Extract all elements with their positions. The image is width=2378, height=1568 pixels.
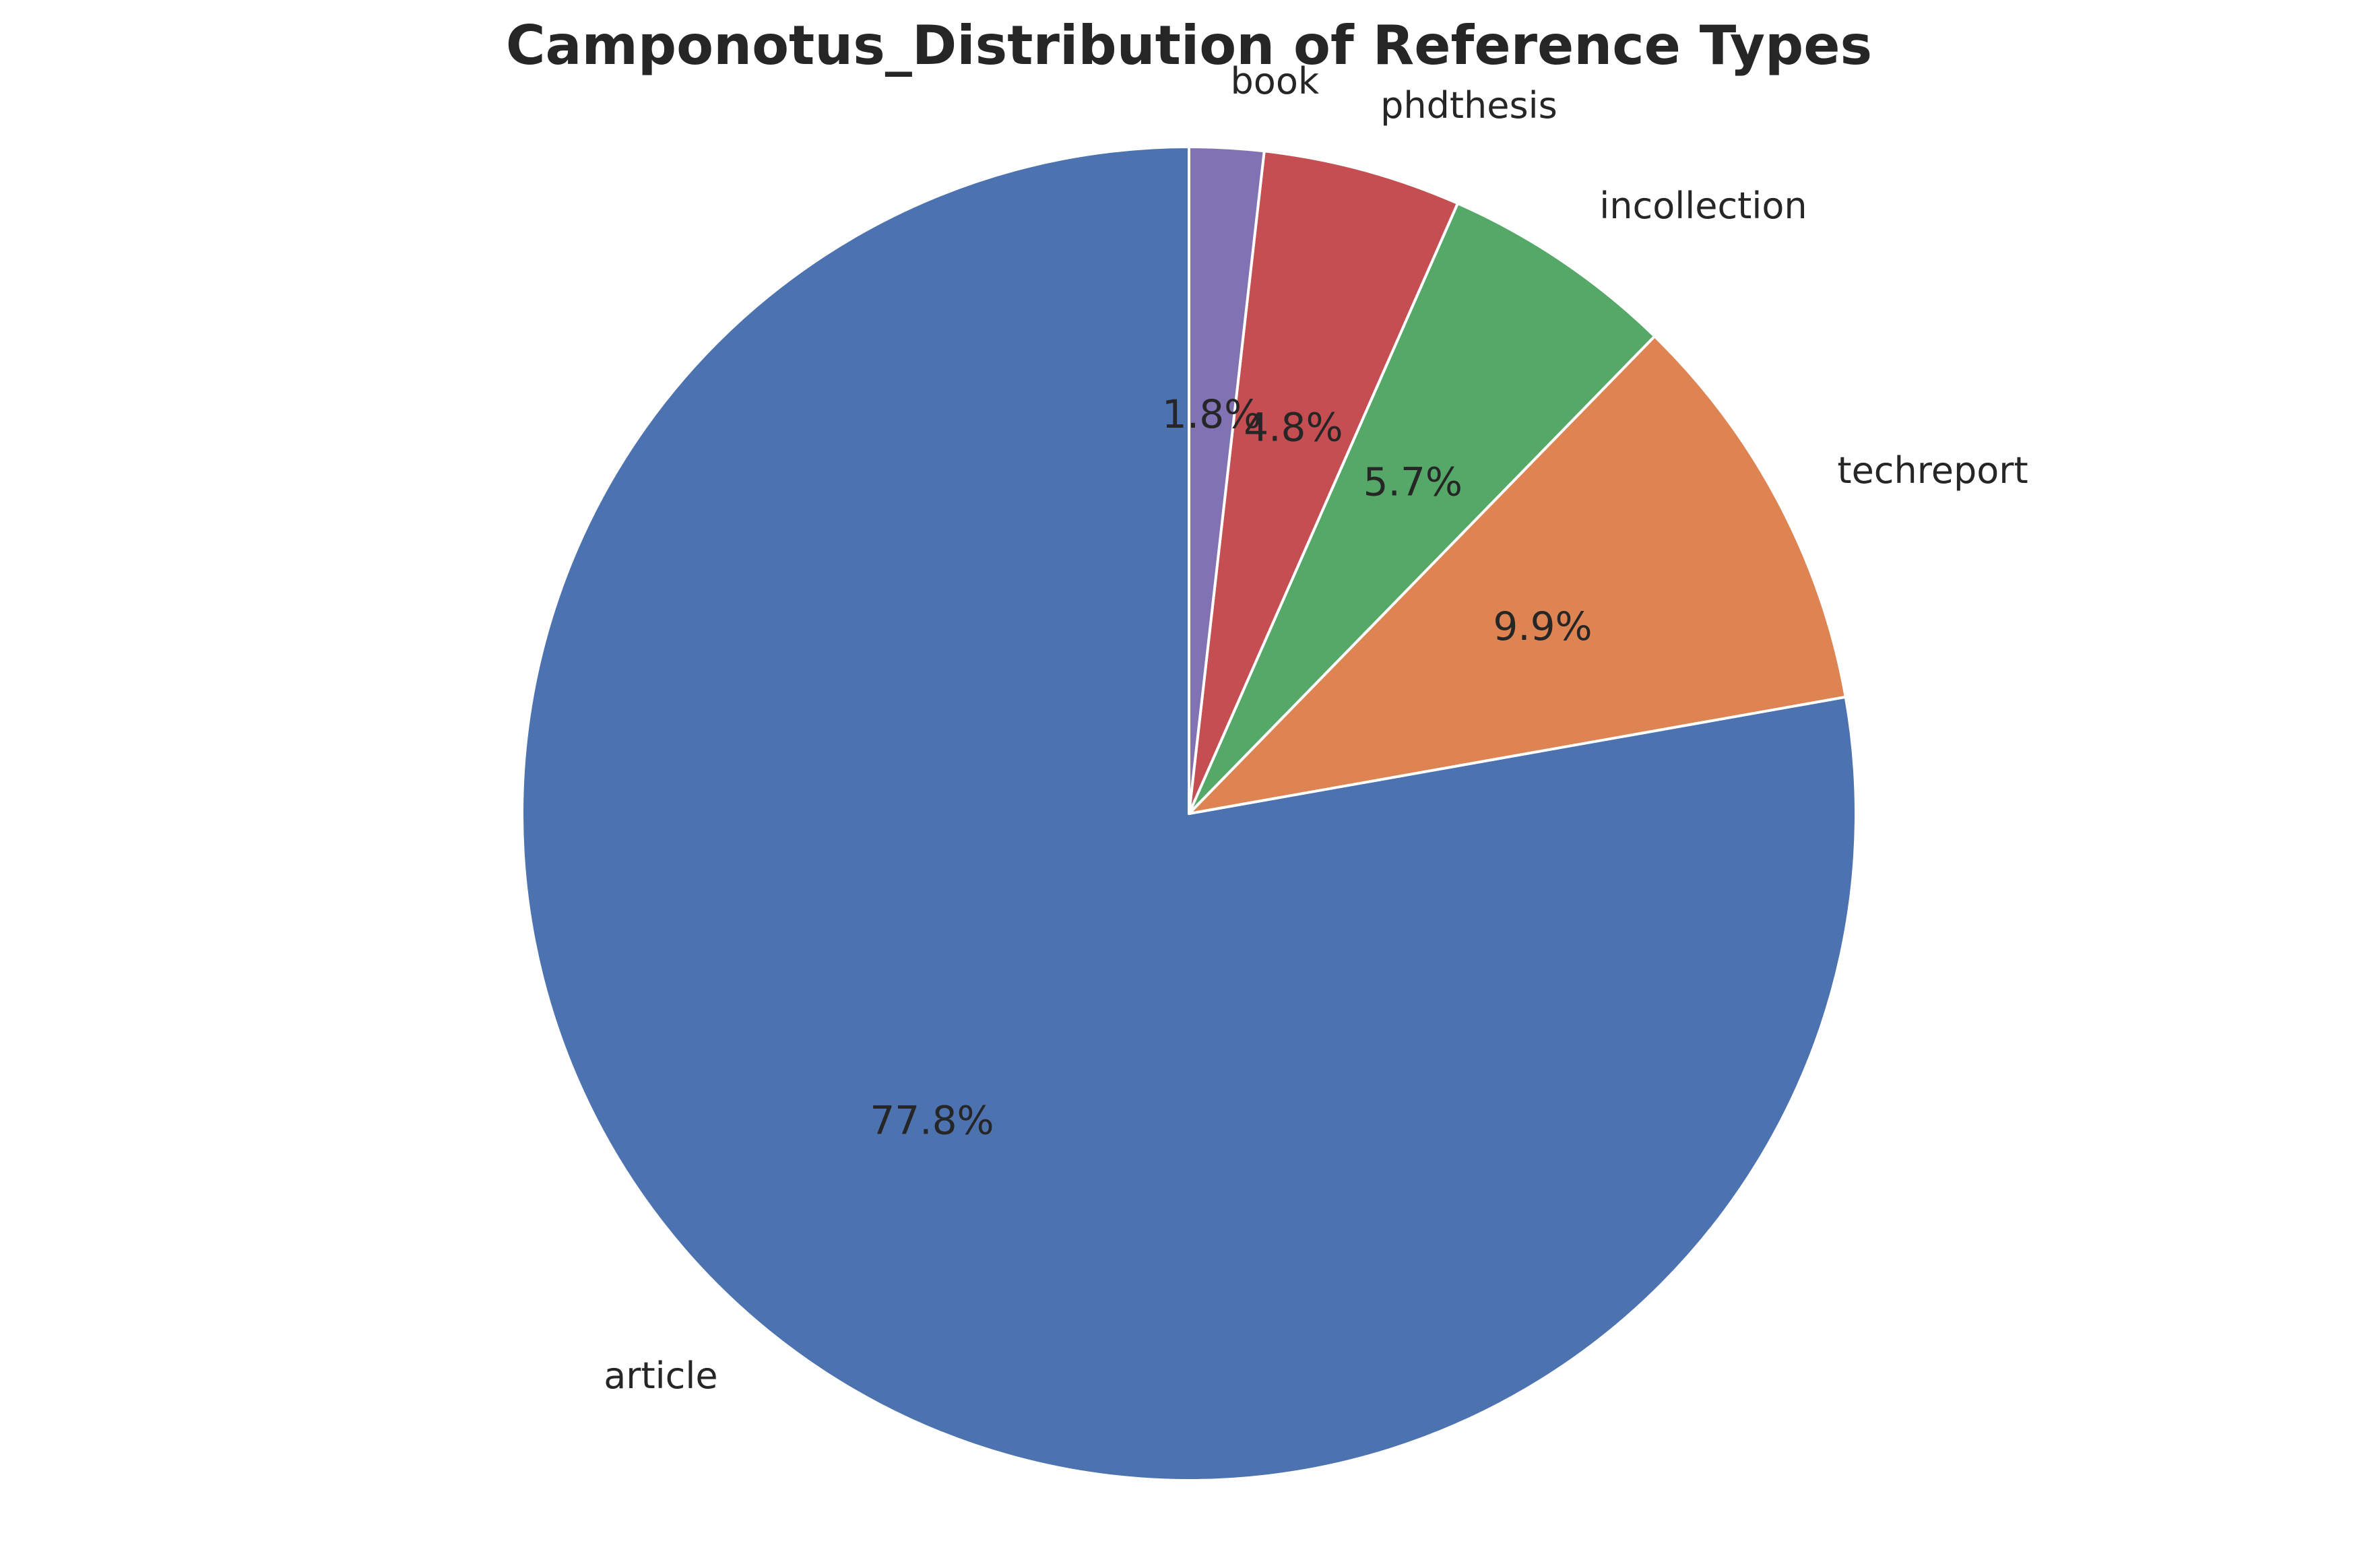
- percent-label-article: 77.8%: [870, 1097, 994, 1143]
- slice-labels: article techreport incollection phdthesis bo…: [604, 60, 2028, 1397]
- percent-label-incollection: 5.7%: [1363, 459, 1463, 505]
- percent-label-techreport: 9.9%: [1493, 603, 1592, 649]
- chart-title: Camponotus_Distribution of Reference Typ…: [506, 14, 1872, 77]
- slice-label-article: article: [604, 1354, 717, 1397]
- slice-label-phdthesis: phdthesis: [1380, 84, 1557, 127]
- percent-label-phdthesis: 4.8%: [1244, 405, 1343, 451]
- pie-slice-book: [1188, 145, 1266, 815]
- slice-label-incollection: incollection: [1599, 185, 1807, 227]
- pie-slice-techreport: [1188, 335, 1847, 815]
- slice-label-techreport: techreport: [1837, 449, 2028, 492]
- slice-label-book: book: [1231, 60, 1320, 102]
- pie-slices: [521, 145, 1857, 1482]
- percent-labels: 77.8% 9.9% 5.7% 4.8%1.8%: [870, 391, 1592, 1143]
- pie-slice-phdthesis: [1188, 150, 1459, 815]
- pie-slice-incollection: [1188, 201, 1657, 815]
- percent-label-book: 1.8%: [1162, 391, 1261, 437]
